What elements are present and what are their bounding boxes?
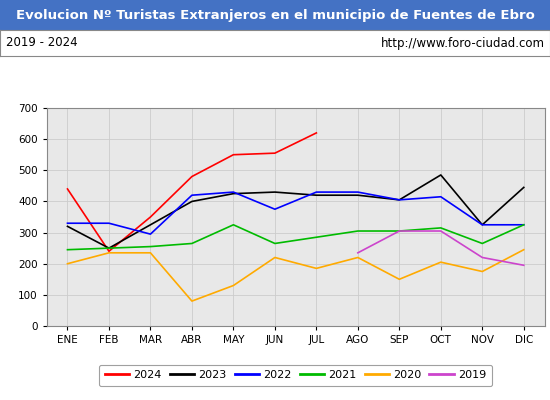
Text: http://www.foro-ciudad.com: http://www.foro-ciudad.com	[381, 36, 544, 50]
Text: Evolucion Nº Turistas Extranjeros en el municipio de Fuentes de Ebro: Evolucion Nº Turistas Extranjeros en el …	[15, 8, 535, 22]
Text: 2019 - 2024: 2019 - 2024	[6, 36, 77, 50]
Legend: 2024, 2023, 2022, 2021, 2020, 2019: 2024, 2023, 2022, 2021, 2020, 2019	[99, 365, 492, 386]
